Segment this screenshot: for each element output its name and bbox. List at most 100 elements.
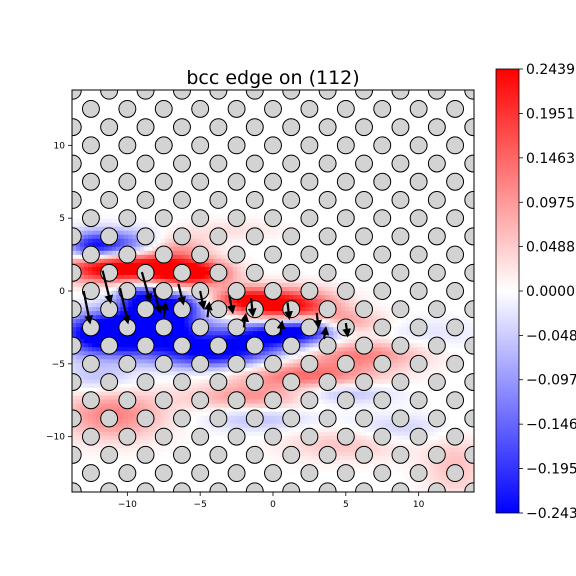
field-cell [196, 266, 202, 272]
field-cell [76, 254, 81, 260]
field-cell [160, 274, 165, 280]
field-cell [120, 238, 125, 244]
field-cell [333, 447, 338, 453]
field-cell [301, 375, 306, 380]
field-cell [184, 363, 189, 368]
field-cell [124, 375, 129, 380]
field-cell [176, 435, 181, 441]
field-cell [164, 423, 169, 429]
field-cell [132, 266, 137, 272]
field-cell [461, 487, 467, 492]
field-cell [176, 431, 181, 437]
field-cell [429, 331, 435, 336]
field-cell [96, 347, 101, 352]
atom [355, 373, 373, 391]
field-cell [204, 347, 210, 352]
field-cell [369, 327, 374, 332]
field-cell [112, 407, 117, 412]
field-cell [168, 303, 173, 308]
field-cell [397, 327, 403, 332]
field-cell [377, 415, 382, 421]
field-cell [144, 399, 149, 404]
field-cell [256, 331, 262, 336]
field-cell [224, 323, 230, 328]
field-cell [333, 315, 338, 320]
field-cell [132, 339, 137, 344]
field-cell [309, 335, 314, 340]
field-cell [80, 299, 85, 304]
field-cell [140, 367, 145, 372]
field-cell [112, 282, 117, 288]
field-cell [200, 343, 206, 348]
field-cell [188, 403, 193, 408]
field-cell [285, 403, 290, 408]
field-cell [301, 423, 306, 429]
field-cell [224, 250, 230, 256]
field-cell [248, 282, 254, 288]
field-cell [144, 439, 149, 445]
field-cell [236, 423, 242, 429]
field-cell [341, 443, 346, 449]
field-cell [297, 447, 302, 453]
field-cell [393, 403, 399, 408]
field-cell [461, 447, 467, 453]
field-cell [184, 282, 189, 288]
field-cell [200, 335, 206, 340]
field-cell [397, 323, 403, 328]
field-cell [409, 391, 415, 396]
field-cell [96, 266, 101, 272]
field-cell [256, 222, 262, 228]
field-cell [224, 295, 230, 300]
field-cell [264, 371, 270, 376]
field-cell [172, 222, 177, 228]
field-cell [256, 291, 262, 296]
field-cell [112, 423, 117, 429]
field-cell [188, 250, 193, 256]
field-cell [465, 327, 471, 332]
field-cell [88, 311, 93, 316]
field-cell [220, 427, 226, 433]
field-cell [100, 355, 105, 360]
field-cell [357, 355, 362, 360]
field-cell [96, 307, 101, 312]
field-cell [341, 415, 346, 421]
field-cell [260, 395, 266, 400]
atom [173, 445, 191, 464]
field-cell [389, 363, 394, 368]
field-cell [369, 439, 374, 445]
field-cell [208, 214, 214, 220]
field-cell [168, 355, 173, 360]
field-cell [192, 407, 198, 412]
field-cell [417, 459, 423, 465]
field-cell [92, 447, 97, 453]
field-cell [112, 250, 117, 256]
field-cell [329, 395, 334, 400]
field-cell [92, 262, 97, 268]
field-cell [297, 286, 302, 292]
field-cell [208, 282, 214, 288]
field-cell [425, 367, 431, 372]
field-cell [164, 347, 169, 352]
field-cell [281, 299, 286, 304]
field-cell [96, 447, 101, 453]
field-cell [268, 335, 274, 340]
field-cell [136, 331, 141, 336]
field-cell [453, 351, 459, 356]
field-cell [289, 295, 294, 300]
atom [282, 445, 301, 464]
field-cell [361, 403, 366, 408]
field-cell [220, 218, 226, 224]
field-cell [349, 371, 354, 376]
field-cell [260, 274, 266, 280]
atom [173, 482, 191, 492]
field-cell [84, 311, 89, 316]
field-cell [349, 407, 354, 412]
field-cell [184, 299, 189, 304]
field-cell [116, 367, 121, 372]
field-cell [429, 439, 435, 445]
field-cell [425, 455, 431, 461]
field-cell [273, 335, 278, 340]
field-cell [353, 359, 358, 364]
field-cell [409, 339, 415, 344]
field-cell [136, 427, 141, 433]
